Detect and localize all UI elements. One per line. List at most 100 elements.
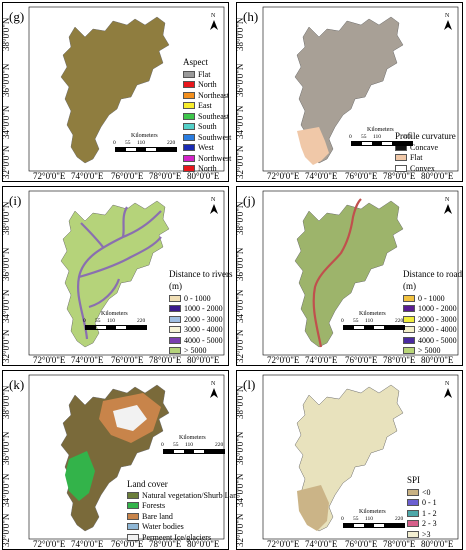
legend-swatch <box>403 294 415 302</box>
legend-swatch <box>169 315 181 323</box>
lon-label: 76°0'0"E <box>345 171 378 181</box>
legend-item: Water bodies <box>127 522 244 533</box>
legend-label: Convex <box>410 163 435 173</box>
lat-label: 36°0'0"N <box>235 63 245 97</box>
legend-label: South <box>198 122 217 132</box>
legend-label: East <box>198 101 212 111</box>
north-arrow-icon: N <box>208 197 220 215</box>
legend-label: North <box>198 164 217 174</box>
legend-swatch <box>183 133 195 141</box>
legend-label: Flat <box>410 153 423 163</box>
lat-label: 36°0'0"N <box>1 63 11 97</box>
lat-label: 32°0'0"N <box>235 329 245 363</box>
lat-label: 36°0'0"N <box>235 247 245 281</box>
lat-label: 36°0'0"N <box>1 247 11 281</box>
lat-label: 36°0'0"N <box>235 431 245 465</box>
legend-item: Permeent Ice/glaciers <box>127 532 244 543</box>
legend-swatch <box>183 81 195 89</box>
lon-label: 78°0'0"E <box>383 355 416 365</box>
legend-label: Southwest <box>198 132 232 142</box>
lon-label: 74°0'0"E <box>71 171 104 181</box>
north-arrow-icon: N <box>442 13 454 31</box>
scale-bar: Kilometers 0 55 110 220 <box>349 127 419 147</box>
legend: 0 - 1000 1000 - 2000 2000 - 3000 3000 - 400… <box>169 293 223 356</box>
panel-tag: (i) <box>9 193 22 208</box>
legend: 0 - 1000 1000 - 2000 2000 - 3000 3000 - 400… <box>403 293 457 356</box>
legend-item: North <box>183 80 231 91</box>
lon-label: 76°0'0"E <box>111 171 144 181</box>
legend-item: > 5000 <box>403 346 457 357</box>
legend-label: 2000 - 3000 <box>418 314 457 324</box>
lon-label: 76°0'0"E <box>111 539 144 549</box>
lat-label: 38°0'0"N <box>1 17 11 51</box>
legend-label: 0 - 1000 <box>184 293 211 303</box>
legend-item: <0 <box>407 487 437 498</box>
panel-aspect: (g) Aspect Flat North Northeast East Southea… <box>1 2 231 182</box>
legend: Flat North Northeast East Southeast South Sout… <box>183 69 231 174</box>
lon-label: 78°0'0"E <box>383 539 416 549</box>
legend-swatch <box>183 144 195 152</box>
scale-unit: Kilometers <box>131 133 158 139</box>
lon-label: 80°0'0"E <box>187 355 220 365</box>
legend-label: 3000 - 4000 <box>184 325 223 335</box>
lat-label: 38°0'0"N <box>235 17 245 51</box>
rivers-map <box>28 190 225 356</box>
legend-label: 1000 - 2000 <box>184 304 223 314</box>
panel-profile-curvature: (h) Profile curvature Concave Flat Convex … <box>235 2 463 182</box>
lat-label: 38°0'0"N <box>1 201 11 235</box>
legend-item: 1000 - 2000 <box>403 304 457 315</box>
legend-swatch <box>183 112 195 120</box>
legend-title: Profile curvature <box>395 131 456 141</box>
legend-swatch <box>183 154 195 162</box>
panel-tag: (g) <box>9 9 25 24</box>
legend-item: Southwest <box>183 132 231 143</box>
legend-item: 3000 - 4000 <box>169 325 223 336</box>
lon-label: 74°0'0"E <box>305 355 338 365</box>
legend-swatch <box>407 530 419 538</box>
lon-label: 74°0'0"E <box>71 539 104 549</box>
legend-label: 4000 - 5000 <box>184 335 223 345</box>
lat-label: 32°0'0"N <box>235 145 245 179</box>
panel-tag: (h) <box>243 9 259 24</box>
legend-label: Natural vegetation/Shurb Lands <box>142 490 245 500</box>
legend-label: 3000 - 4000 <box>418 325 457 335</box>
legend-label: <0 <box>422 487 431 497</box>
legend-swatch <box>395 164 407 172</box>
legend-swatch <box>395 154 407 162</box>
north-arrow-icon: N <box>208 13 220 31</box>
panel-tag: (k) <box>9 377 25 392</box>
legend-swatch <box>127 512 139 520</box>
lat-label: 38°0'0"N <box>1 385 11 419</box>
lon-label: 74°0'0"E <box>71 355 104 365</box>
legend-swatch <box>407 509 419 517</box>
legend-item: 1 - 2 <box>407 508 437 519</box>
lon-label: 76°0'0"E <box>111 355 144 365</box>
north-arrow-icon: N <box>442 381 454 399</box>
legend-item: Convex <box>395 163 438 174</box>
legend-swatch <box>169 347 181 355</box>
legend-swatch <box>403 336 415 344</box>
legend-swatch <box>183 123 195 131</box>
legend-item: Flat <box>183 69 231 80</box>
lat-label: 32°0'0"N <box>235 513 245 547</box>
panel-land-cover: (k) Kilometers 0 55 110 220 Land cover N… <box>1 370 244 550</box>
lon-label: 72°0'0"E <box>267 171 300 181</box>
legend-label: Southeast <box>198 111 230 121</box>
legend-title: Aspect <box>183 57 208 67</box>
legend-unit: (m) <box>169 281 182 291</box>
legend-label: 2 - 3 <box>422 519 437 529</box>
legend-swatch <box>169 336 181 344</box>
legend-label: 2000 - 3000 <box>184 314 223 324</box>
lat-label: 36°0'0"N <box>1 431 11 465</box>
legend-swatch <box>183 70 195 78</box>
legend-swatch <box>127 523 139 531</box>
lon-label: 76°0'0"E <box>345 539 378 549</box>
panel-distance-rivers: (i) Distance to rivers (m) 0 - 1000 1000 … <box>1 186 232 366</box>
lat-label: 34°0'0"N <box>1 473 11 507</box>
lon-label: 78°0'0"E <box>149 539 182 549</box>
legend-swatch <box>183 165 195 173</box>
legend-item: >3 <box>407 529 437 540</box>
lon-label: 78°0'0"E <box>383 171 416 181</box>
legend-label: Northwest <box>198 153 232 163</box>
lon-label: 80°0'0"E <box>421 355 454 365</box>
